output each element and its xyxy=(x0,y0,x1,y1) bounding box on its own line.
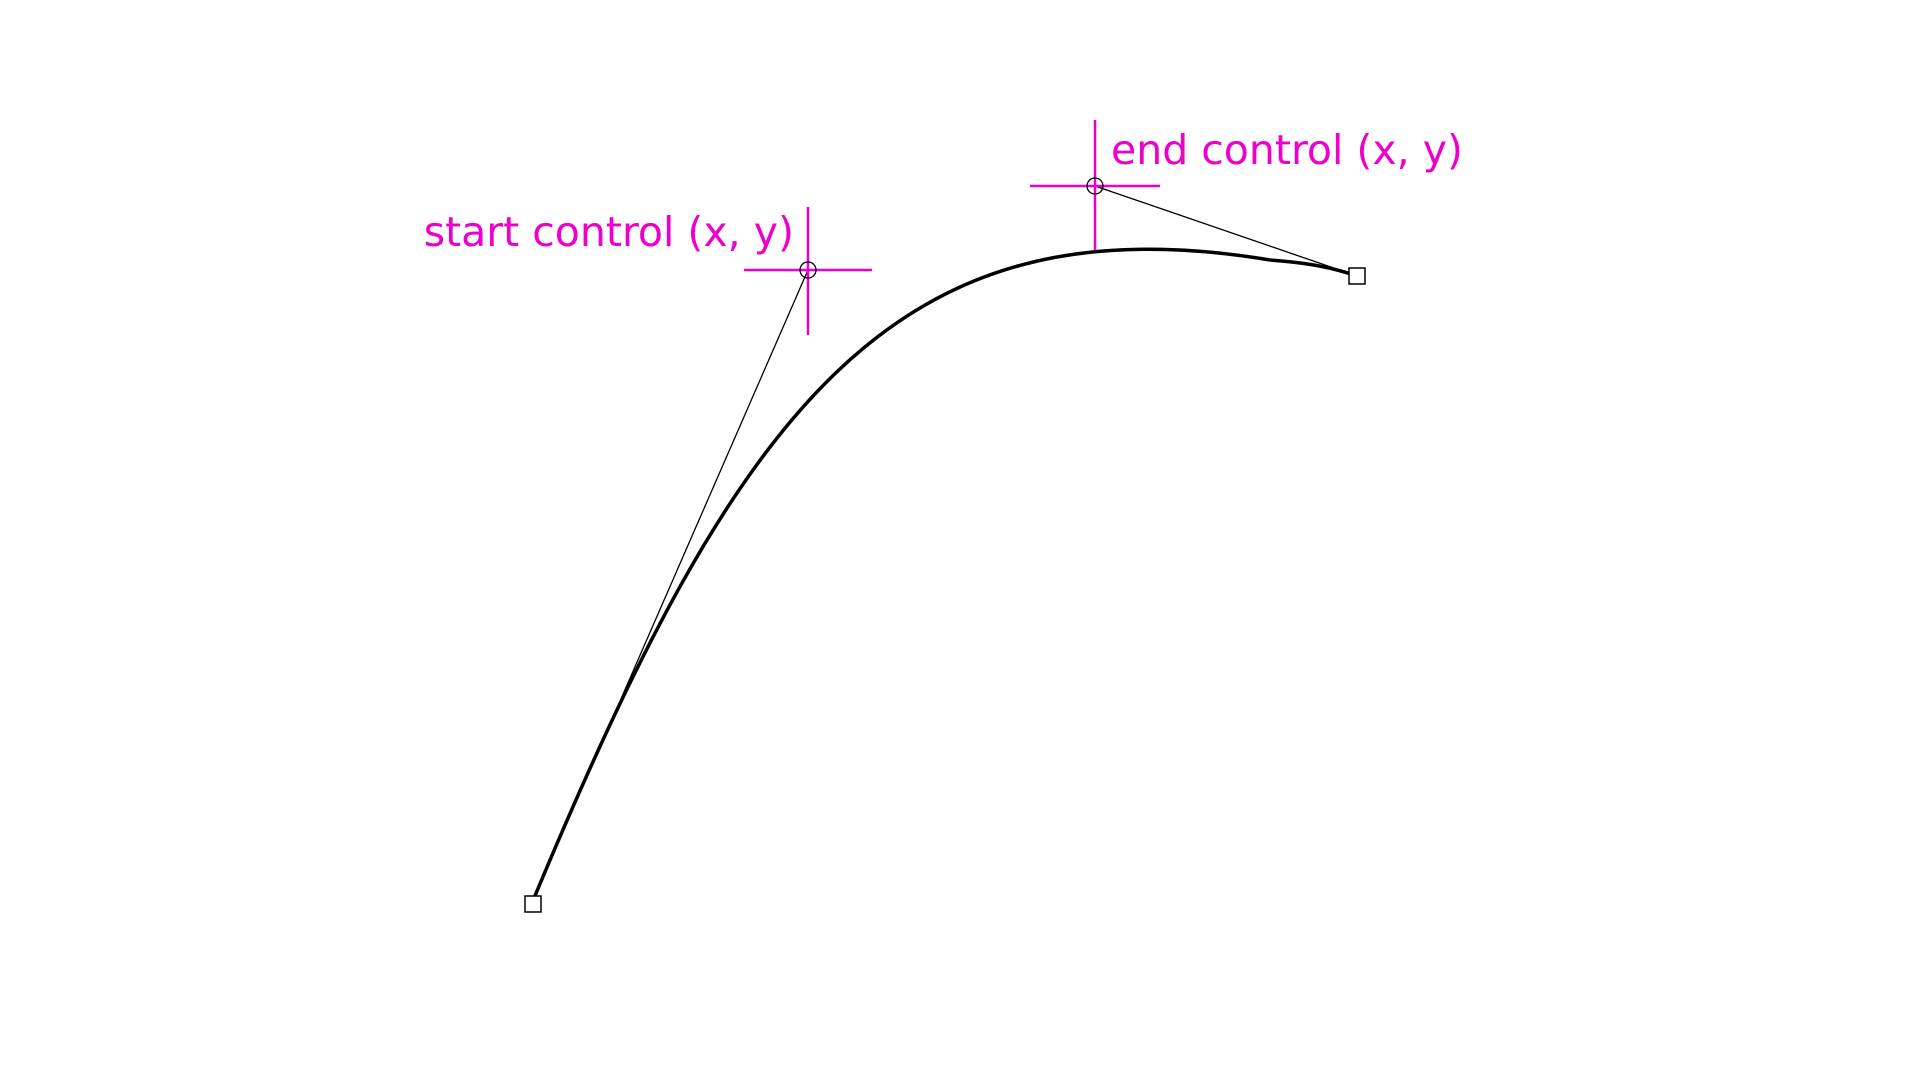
bezier-curve xyxy=(530,247,1271,904)
end-control-label: end control (x, y) xyxy=(1111,126,1463,174)
start-control-point[interactable] xyxy=(744,207,872,335)
end-anchor-square-icon[interactable] xyxy=(1348,267,1366,285)
bezier-curve-tail xyxy=(1269,258,1358,278)
end-control-circle-icon xyxy=(1086,177,1104,195)
start-anchor-square-icon[interactable] xyxy=(524,895,542,913)
start-control-label: start control (x, y) xyxy=(424,208,794,256)
end-control-point[interactable] xyxy=(1030,120,1160,250)
end-handle-line xyxy=(1094,185,1358,277)
start-control-circle-icon xyxy=(799,261,817,279)
